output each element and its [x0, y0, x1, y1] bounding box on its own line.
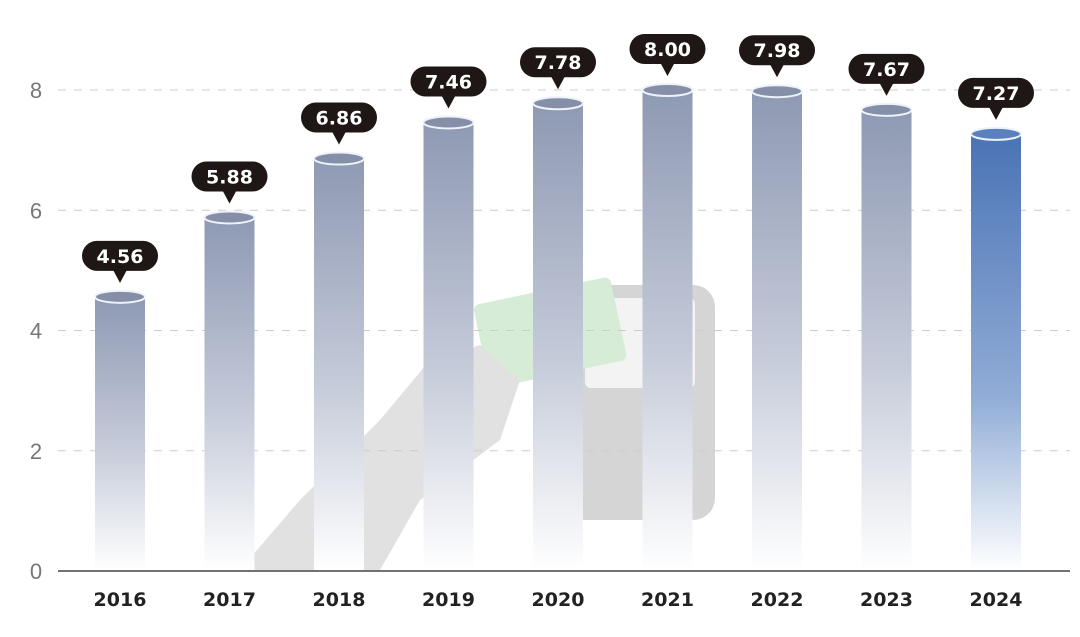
value-label-pointer [332, 131, 346, 145]
value-label: 7.67 [863, 59, 910, 81]
value-label-bubble [958, 77, 1034, 108]
value-label: 6.86 [316, 108, 363, 130]
x-tick-label: 2018 [313, 589, 366, 611]
y-tick-label: 2 [30, 439, 42, 464]
x-tick-label: 2023 [860, 589, 913, 611]
value-label-bubble [191, 161, 268, 192]
bar [861, 109, 912, 571]
value-label-pointer [222, 190, 237, 204]
bar-group: 7.27 2024 [958, 77, 1034, 611]
value-label-pointer [113, 269, 127, 283]
bar [971, 133, 1021, 572]
value-label-bubble [410, 66, 487, 97]
y-tick-label: 4 [30, 319, 42, 344]
value-label-pointer [770, 64, 784, 78]
value-label-pointer [660, 63, 675, 76]
bar-top [860, 102, 913, 117]
value-label-bubble [739, 35, 815, 66]
value-label-pointer [989, 106, 1003, 120]
bar-top [970, 126, 1022, 141]
bar [423, 122, 474, 571]
value-label-bubble [520, 47, 596, 78]
x-tick-label: 2020 [532, 589, 585, 611]
value-label: 7.98 [754, 40, 801, 62]
bar-top [94, 289, 146, 304]
value-label-bubble [629, 34, 706, 64]
x-tick-label: 2019 [422, 589, 475, 611]
x-tick-label: 2017 [203, 589, 256, 611]
x-tick-label: 2016 [94, 589, 147, 611]
bar-top [313, 151, 365, 166]
value-label-pointer [879, 82, 894, 96]
bar-group: 4.56 2016 [82, 240, 158, 611]
y-tick-label: 8 [30, 78, 42, 103]
value-label: 7.27 [973, 83, 1020, 105]
value-label: 5.88 [206, 166, 253, 188]
value-label-bubble [848, 53, 925, 84]
value-label-pointer [441, 95, 456, 109]
x-tick-label: 2021 [641, 589, 694, 611]
bar-group: 5.88 2017 [191, 161, 268, 611]
bar-group: 6.86 2018 [301, 102, 377, 611]
bar-top [532, 96, 584, 111]
value-label: 8.00 [644, 39, 691, 61]
bar [642, 90, 693, 571]
value-label: 7.46 [425, 71, 472, 93]
bar [752, 91, 802, 571]
bar-top [641, 83, 694, 97]
bar-top [422, 115, 475, 130]
bar [533, 103, 583, 571]
bar [95, 296, 145, 571]
value-label-bubble [301, 102, 377, 133]
bar [204, 217, 255, 571]
bar-group: 8.00 2021 [629, 34, 706, 611]
value-label-pointer [551, 76, 565, 90]
value-label-bubble [82, 240, 158, 271]
bar [314, 158, 364, 572]
y-tick-label: 0 [30, 559, 42, 584]
bar-top [203, 210, 256, 225]
value-label: 7.78 [535, 52, 582, 74]
bar-group: 7.78 2020 [520, 47, 596, 611]
bar-group: 7.46 2019 [410, 66, 487, 611]
value-label: 4.56 [97, 246, 144, 268]
bar-group: 7.98 2022 [739, 35, 815, 611]
x-tick-label: 2022 [751, 589, 804, 611]
x-tick-label: 2024 [970, 589, 1023, 611]
bar-top [751, 84, 803, 99]
y-tick-label: 6 [30, 198, 42, 223]
bar-group: 7.67 2023 [848, 53, 925, 611]
